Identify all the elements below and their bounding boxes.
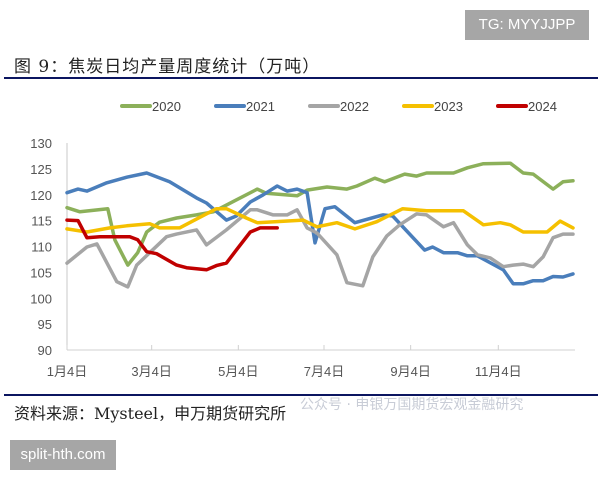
y-tick-label: 95 [38, 317, 52, 332]
legend-label-2021: 2021 [246, 99, 275, 114]
legend-label-2024: 2024 [528, 99, 557, 114]
x-tick-label: 3月4日 [131, 364, 171, 379]
legend-label-2022: 2022 [340, 99, 369, 114]
y-tick-label: 105 [30, 265, 52, 280]
y-tick-label: 100 [30, 291, 52, 306]
y-tick-label: 115 [31, 214, 52, 229]
series-line-2023 [65, 206, 575, 234]
x-tick-label: 11月4日 [475, 364, 522, 379]
x-ticks: 1月4日 3月4日 5月4日 7月4日 9月4日 11月4日 [47, 345, 522, 379]
x-tick-label: 1月4日 [47, 364, 87, 379]
y-tick-label: 120 [30, 188, 52, 203]
y-tick-label: 130 [30, 136, 52, 151]
x-tick-label: 5月4日 [218, 364, 258, 379]
legend-label-2020: 2020 [152, 99, 181, 114]
source-note: 资料来源：Mysteel，申万期货研究所 [14, 404, 287, 423]
watermark: 公众号 · 申银万国期货宏观金融研究 [300, 397, 524, 413]
site-badge: split-hth.com [10, 440, 116, 470]
title-divider [4, 77, 598, 79]
series-line-2020 [65, 161, 575, 267]
y-ticks: 90 95 100 105 110 115 120 125 130 [30, 136, 52, 358]
line-chart: 2020 2021 2022 2023 2024 90 95 100 105 110 115 120… [30, 99, 575, 379]
y-tick-label: 90 [38, 343, 52, 358]
series-line-2024 [65, 218, 279, 272]
y-tick-label: 125 [30, 162, 52, 177]
series-line-2022 [65, 208, 575, 289]
legend-label-2023: 2023 [434, 99, 463, 114]
legend: 2020 2021 2022 2023 2024 [120, 99, 557, 114]
series-lines [65, 161, 575, 289]
x-tick-label: 9月4日 [390, 364, 430, 379]
y-tick-label: 110 [31, 240, 52, 255]
figure-title: 图 9：焦炭日均产量周度统计（万吨） [14, 57, 321, 77]
series-line-2021 [65, 171, 575, 286]
x-tick-label: 7月4日 [304, 364, 344, 379]
source-divider [4, 394, 598, 396]
tg-badge: TG: MYYJJPP [465, 10, 589, 40]
